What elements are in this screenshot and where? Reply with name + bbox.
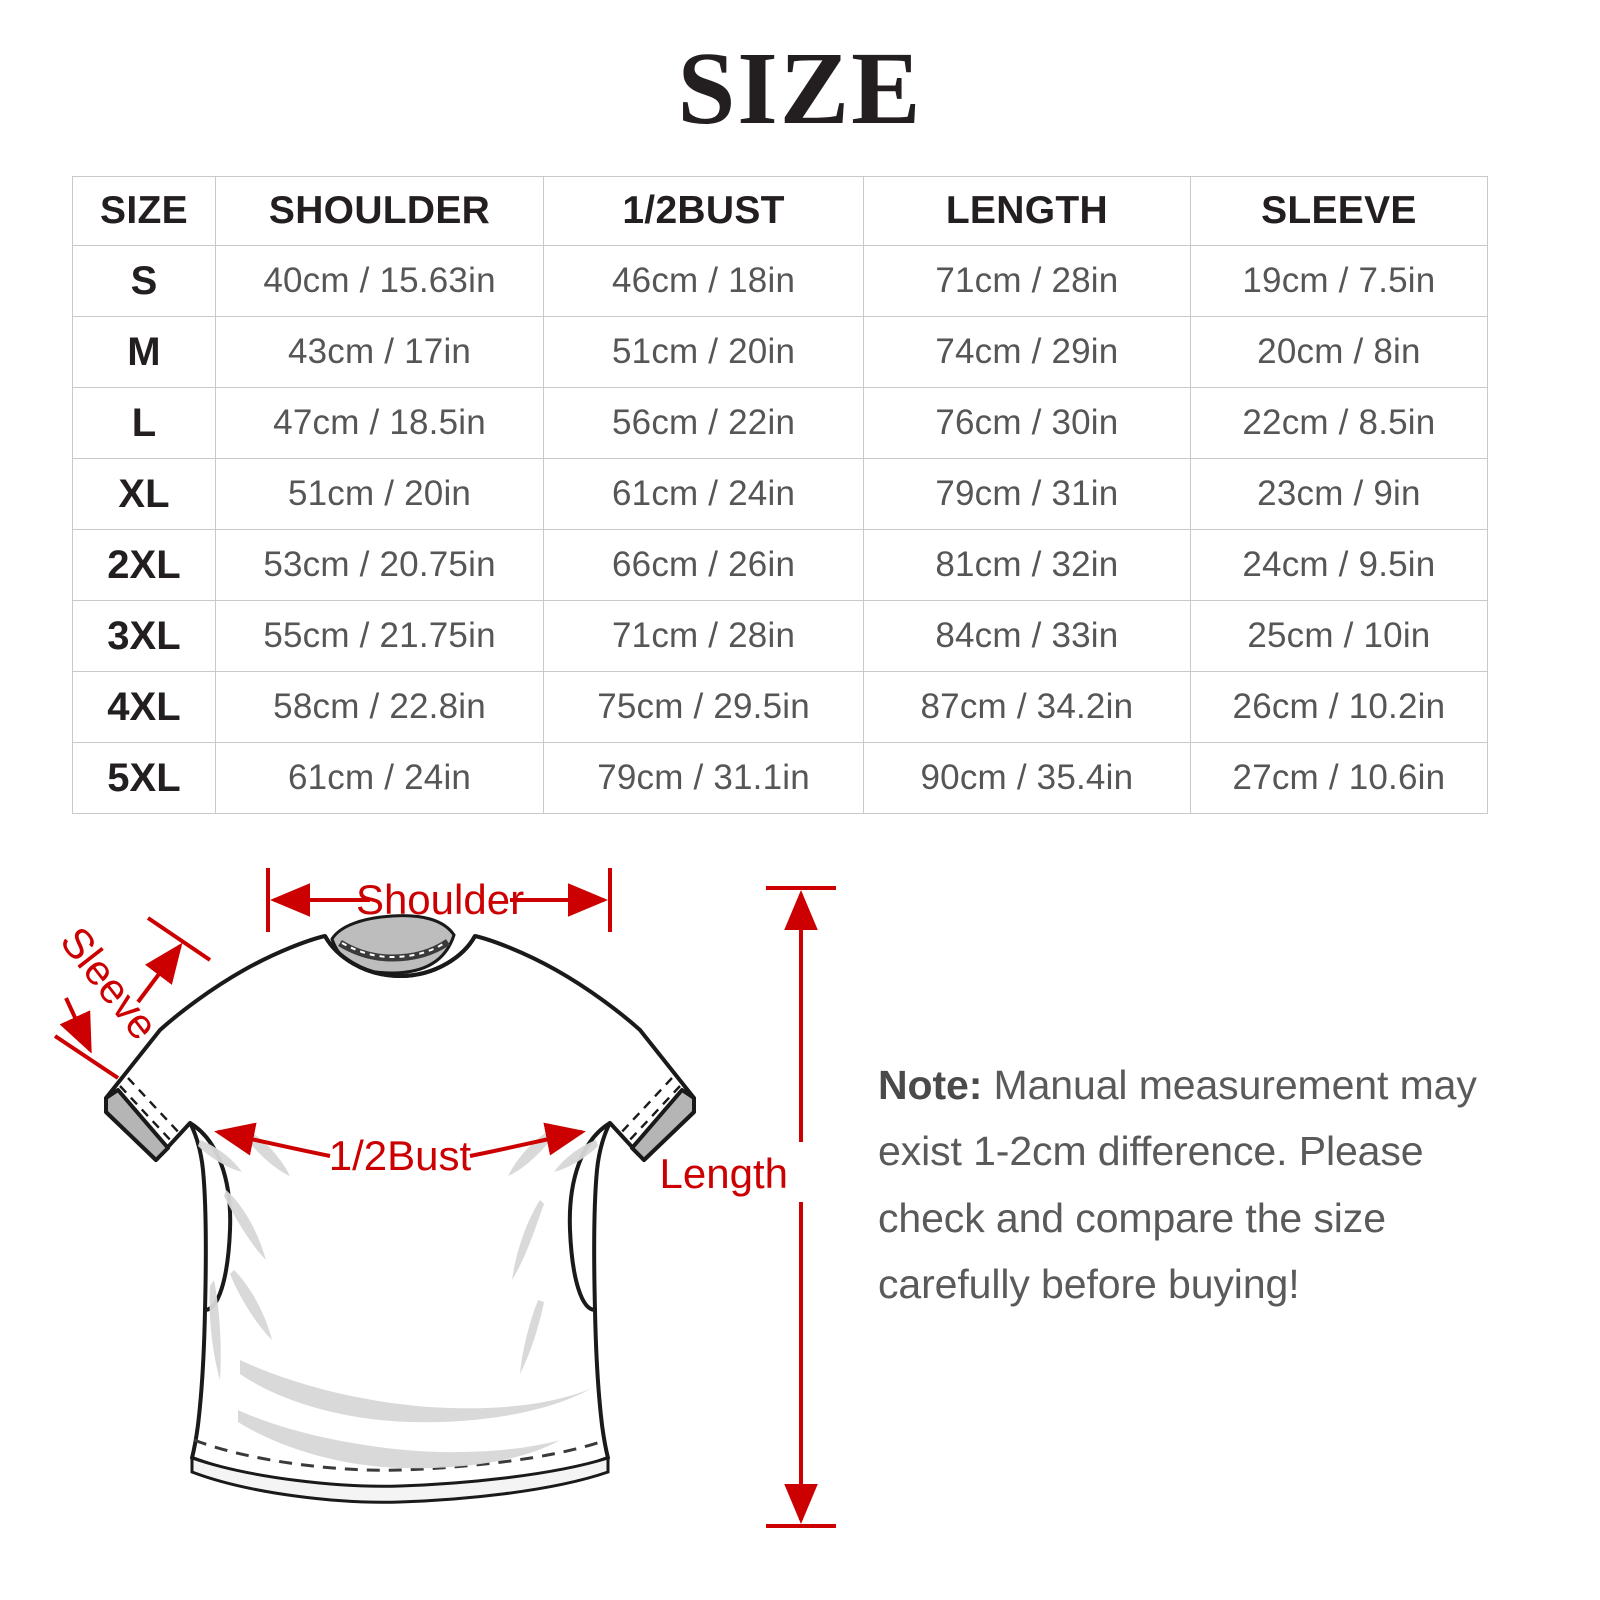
column-header-length: LENGTH (862, 176, 1191, 246)
size-chart-table-container: SIZE SHOULDER 1/2BUST LENGTH SLEEVE S 40… (72, 176, 1489, 814)
cell-sleeve: 19cm / 7.5in (1189, 245, 1489, 317)
cell-sleeve: 26cm / 10.2in (1189, 671, 1489, 743)
tshirt-cuff-left (104, 1088, 170, 1162)
length-measurement-annotation (766, 886, 836, 1528)
shoulder-label: Shoulder (356, 876, 524, 923)
cell-bust: 61cm / 24in (543, 458, 864, 530)
size-chart-table: SIZE SHOULDER 1/2BUST LENGTH SLEEVE S 40… (72, 176, 1489, 814)
cell-bust: 66cm / 26in (543, 529, 864, 601)
tshirt-cuff-right-stitch (617, 1077, 681, 1144)
length-label: Length (660, 1150, 788, 1197)
cell-length: 87cm / 34.2in (862, 671, 1191, 743)
cell-length: 79cm / 31in (862, 458, 1191, 530)
bust-arrow-left (214, 1122, 331, 1158)
cell-length: 74cm / 29in (862, 316, 1191, 388)
note-text: Manual measurement may exist 1-2cm diffe… (878, 1062, 1477, 1308)
note-block: Note: Manual measurement may exist 1-2cm… (878, 1052, 1498, 1318)
cell-length: 76cm / 30in (862, 387, 1191, 459)
table-row: 4XL 58cm / 22.8in 75cm / 29.5in 87cm / 3… (72, 671, 1489, 743)
bust-arrow-right (469, 1122, 586, 1158)
bust-label: 1/2Bust (329, 1132, 472, 1179)
sleeve-arrow-upper (136, 942, 183, 1004)
sleeve-measurement-annotation (53, 916, 212, 1080)
tshirt-collar-rib-stitch (341, 941, 447, 959)
cell-length: 81cm / 32in (862, 529, 1191, 601)
cell-bust: 51cm / 20in (543, 316, 864, 388)
cell-size: 2XL (72, 529, 216, 601)
page-title: SIZE (677, 31, 923, 146)
tshirt-cuff-right (630, 1088, 696, 1162)
cell-size: S (72, 245, 216, 317)
sleeve-tick-upper (146, 916, 212, 962)
cell-sleeve: 23cm / 9in (1189, 458, 1489, 530)
cell-sleeve: 25cm / 10in (1189, 600, 1489, 672)
cell-shoulder: 43cm / 17in (214, 316, 545, 388)
table-row: 3XL 55cm / 21.75in 71cm / 28in 84cm / 33… (72, 600, 1489, 672)
tshirt-cuff-left-stitch (119, 1077, 183, 1144)
cell-length: 90cm / 35.4in (862, 742, 1191, 814)
cell-size: 5XL (72, 742, 216, 814)
cell-length: 71cm / 28in (862, 245, 1191, 317)
cell-size: M (72, 316, 216, 388)
cell-size: XL (72, 458, 216, 530)
cell-shoulder: 58cm / 22.8in (214, 671, 545, 743)
tshirt-hem-fold (190, 1455, 610, 1504)
cell-shoulder: 47cm / 18.5in (214, 387, 545, 459)
tshirt-diagram-svg: Shoulder Sleeve 1/2Bust Length (51, 868, 836, 1528)
sleeve-arrow-lower (59, 997, 92, 1054)
column-header-bust: 1/2BUST (543, 176, 864, 246)
column-header-size: SIZE (72, 176, 216, 246)
table-row: 5XL 61cm / 24in 79cm / 31.1in 90cm / 35.… (72, 742, 1489, 814)
cell-shoulder: 40cm / 15.63in (214, 245, 545, 317)
table-row: S 40cm / 15.63in 46cm / 18in 71cm / 28in… (72, 245, 1489, 317)
cell-sleeve: 20cm / 8in (1189, 316, 1489, 388)
note-label: Note: (878, 1062, 983, 1108)
cell-bust: 75cm / 29.5in (543, 671, 864, 743)
column-header-shoulder: SHOULDER (214, 176, 545, 246)
tshirt-hem-stitch-upper (193, 1438, 607, 1472)
tshirt-collar-outer (323, 934, 477, 979)
table-row: L 47cm / 18.5in 56cm / 22in 76cm / 30in … (72, 387, 1489, 459)
table-row: 2XL 53cm / 20.75in 66cm / 26in 81cm / 32… (72, 529, 1489, 601)
cell-size: 4XL (72, 671, 216, 743)
cell-shoulder: 55cm / 21.75in (214, 600, 545, 672)
cell-sleeve: 22cm / 8.5in (1189, 387, 1489, 459)
tshirt-seam-right (567, 1121, 612, 1312)
table-row: XL 51cm / 20in 61cm / 24in 79cm / 31in 2… (72, 458, 1489, 530)
cell-length: 84cm / 33in (862, 600, 1191, 672)
cell-shoulder: 53cm / 20.75in (214, 529, 545, 601)
cell-sleeve: 24cm / 9.5in (1189, 529, 1489, 601)
cell-bust: 46cm / 18in (543, 245, 864, 317)
table-header-row: SIZE SHOULDER 1/2BUST LENGTH SLEEVE (72, 176, 1489, 246)
cell-bust: 71cm / 28in (543, 600, 864, 672)
cell-size: 3XL (72, 600, 216, 672)
cell-sleeve: 27cm / 10.6in (1189, 742, 1489, 814)
cell-shoulder: 51cm / 20in (214, 458, 545, 530)
cell-bust: 56cm / 22in (543, 387, 864, 459)
table-row: M 43cm / 17in 51cm / 20in 74cm / 29in 20… (72, 316, 1489, 388)
cell-shoulder: 61cm / 24in (214, 742, 545, 814)
shoulder-measurement-annotation (266, 868, 612, 932)
bust-measurement-annotation (214, 1122, 586, 1158)
measurement-diagram: Shoulder Sleeve 1/2Bust Length (0, 840, 1600, 1600)
cell-bust: 79cm / 31.1in (543, 742, 864, 814)
tshirt-illustration (104, 914, 696, 1504)
cell-size: L (72, 387, 216, 459)
column-header-sleeve: SLEEVE (1189, 176, 1489, 246)
